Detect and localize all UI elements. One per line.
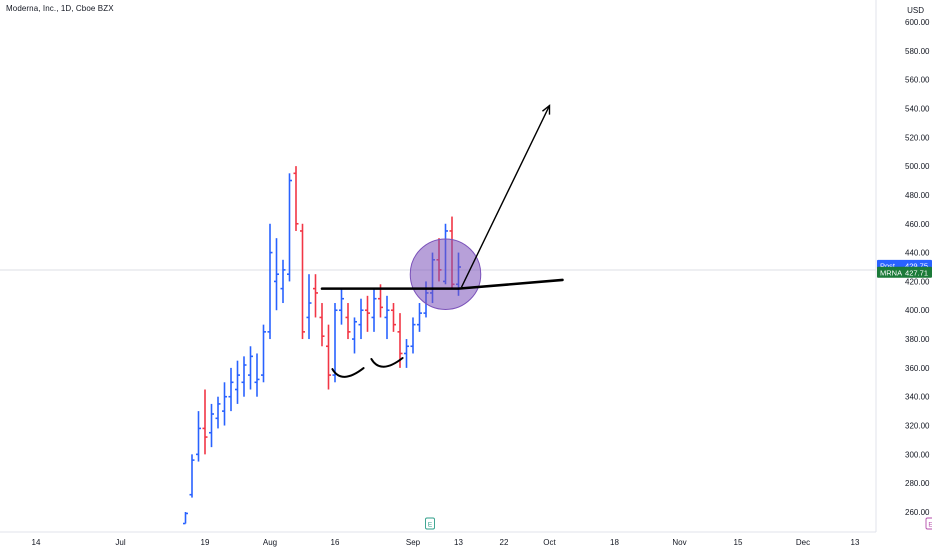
ohlc-bar [189, 454, 195, 498]
ohlc-bar [391, 303, 396, 332]
time-tick-label: 15 [734, 538, 743, 547]
time-tick-label: Aug [263, 538, 277, 547]
time-tick-label: Oct [543, 538, 556, 547]
chart-title: Moderna, Inc., 1D, Cboe BZX [6, 4, 114, 13]
ohlc-bar [183, 512, 188, 525]
ohlc-series [183, 166, 461, 525]
price-tick-label: 360.00 [905, 364, 930, 373]
price-tick-label: 300.00 [905, 450, 930, 459]
ohlc-bar [287, 173, 292, 282]
ohlc-bar [209, 403, 214, 448]
time-tick-label: 13 [454, 538, 463, 547]
price-tick-label: 560.00 [905, 76, 930, 85]
cup-pattern [331, 367, 365, 378]
price-tag-value: 429.75 [905, 261, 928, 270]
highlight-circle [409, 238, 482, 310]
resistance-line [320, 278, 564, 290]
ohlc-bar [215, 396, 221, 429]
event-box [425, 517, 435, 530]
drawings-layer[interactable] [320, 104, 564, 378]
ohlc-bar [254, 353, 260, 397]
event-glyph: E [928, 522, 932, 529]
ohlc-bar [313, 274, 318, 318]
ohlc-bar [345, 303, 351, 340]
ohlc-bar [358, 298, 364, 340]
earnings-event-icon[interactable]: E [925, 517, 932, 530]
ohlc-bar [319, 303, 325, 347]
price-tick-label: 500.00 [905, 162, 930, 171]
ohlc-bar [326, 324, 331, 390]
ohlc-bar [196, 411, 201, 462]
arrow-head [542, 104, 551, 115]
price-tag-label: Post [880, 261, 896, 270]
price-tick-label: 540.00 [905, 104, 930, 113]
price-tick-label: 600.00 [905, 18, 930, 27]
ohlc-bar [235, 360, 240, 404]
price-tag-value: 427.71 [905, 268, 928, 277]
price-tick-label: 260.00 [905, 508, 930, 517]
time-axis[interactable]: 14 Jul 19 Aug 16 Sep 13 22 Oct 18 Nov 15 Dec 13 [0, 531, 876, 547]
ohlc-bar [267, 223, 273, 340]
ohlc-bar [248, 346, 253, 390]
ohlc-bar [404, 339, 409, 368]
ohlc-bar [332, 303, 338, 383]
currency-label: USD [907, 6, 924, 15]
ohlc-bar [261, 324, 266, 383]
price-tick-label: 400.00 [905, 306, 930, 315]
time-tick-label: 13 [851, 538, 860, 547]
ohlc-bar [241, 356, 247, 397]
price-tick-label: 480.00 [905, 191, 930, 200]
time-tick-label: 18 [610, 538, 619, 547]
ohlc-bar [384, 295, 390, 340]
event-box [925, 517, 932, 530]
price-axis[interactable]: 260.00 280.00 300.00 320.00 340.00 360.00 380.… [875, 0, 930, 532]
time-tick-label: 16 [331, 538, 340, 547]
price-tick-label: 580.00 [905, 47, 930, 56]
ohlc-bar [202, 389, 208, 455]
price-tick-label: 320.00 [905, 422, 930, 431]
ohlc-bar [274, 238, 279, 311]
ohlc-bar [371, 288, 377, 332]
price-tag-bg [877, 266, 932, 278]
ohlc-bar [228, 367, 234, 412]
price-tick-label: 280.00 [905, 479, 930, 488]
ohlc-bar [280, 259, 286, 304]
price-tick-label: 380.00 [905, 335, 930, 344]
price-tick-label: 420.00 [905, 277, 930, 286]
price-tick-label: 440.00 [905, 249, 930, 258]
time-tick-label: Dec [796, 538, 810, 547]
ohlc-bar [306, 274, 312, 340]
price-tag-label: MRNA [880, 268, 902, 277]
target-arrow [460, 105, 551, 288]
time-tick-label: Jul [115, 538, 125, 547]
time-tick-label: 14 [32, 538, 41, 547]
cup-pattern [370, 357, 404, 368]
last-price-tag: MRNA 427.71 [877, 266, 932, 278]
price-tick-label: 520.00 [905, 133, 930, 142]
time-tick-label: 22 [500, 538, 509, 547]
event-glyph: E [428, 522, 433, 529]
time-tick-label: Nov [672, 538, 686, 547]
ohlc-bar [339, 288, 344, 325]
ohlc-bar [410, 317, 416, 354]
ohlc-bar [222, 382, 227, 426]
ohlc-bar [300, 223, 305, 340]
ohlc-bar [293, 166, 299, 231]
ohlc-bar [365, 295, 370, 332]
ohlc-bar [352, 317, 357, 354]
time-tick-label: 19 [201, 538, 210, 547]
ohlc-bar [417, 303, 422, 332]
price-tick-label: 340.00 [905, 393, 930, 402]
price-tick-label: 460.00 [905, 220, 930, 229]
time-tick-label: Sep [406, 538, 421, 547]
earnings-event-icon[interactable]: E [425, 517, 435, 530]
